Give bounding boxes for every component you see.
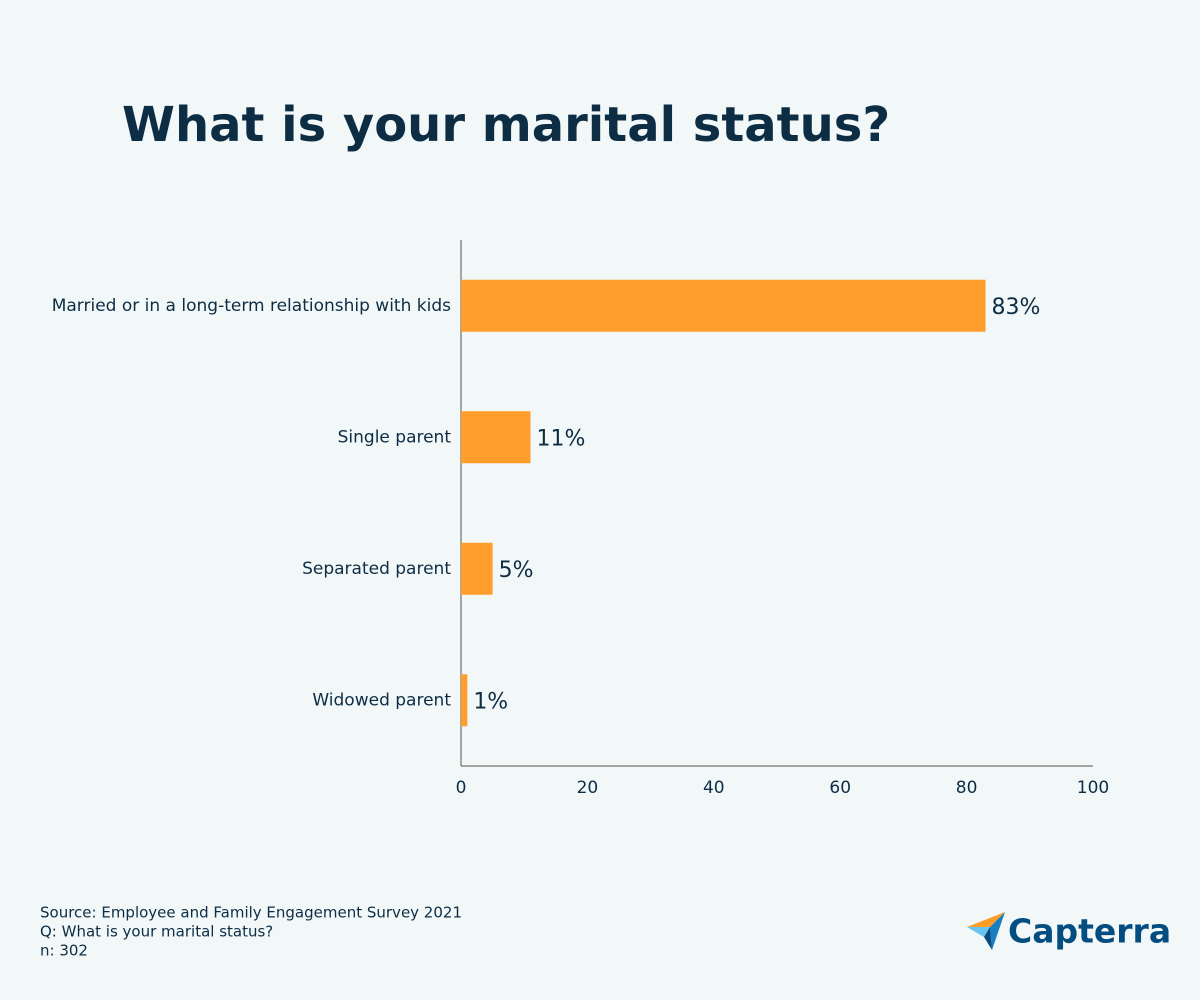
value-label: 1% [473, 689, 508, 714]
footnote: Source: Employee and Family Engagement S… [40, 904, 462, 922]
value-label: 83% [992, 295, 1041, 320]
x-tick-label: 0 [456, 778, 467, 798]
bar [461, 542, 493, 595]
y-tick-label: Separated parent [302, 559, 451, 579]
logo-icon [967, 912, 1005, 950]
y-tick-label: Widowed parent [312, 690, 451, 710]
bar [461, 411, 531, 464]
x-tick-label: 20 [577, 778, 599, 798]
y-tick-label: Single parent [338, 427, 452, 447]
bar [461, 674, 468, 727]
value-label: 5% [499, 558, 534, 583]
x-tick-label: 40 [703, 778, 725, 798]
bar [461, 279, 986, 332]
value-label: 11% [537, 426, 586, 451]
chart-title: What is your marital status? [122, 97, 890, 153]
x-tick-label: 80 [956, 778, 978, 798]
x-tick-label: 100 [1077, 778, 1109, 798]
footnote: Q: What is your marital status? [40, 923, 273, 941]
logo-text: Capterra [1008, 912, 1171, 951]
footnote: n: 302 [40, 942, 88, 960]
y-tick-label: Married or in a long-term relationship w… [52, 296, 451, 316]
x-tick-label: 60 [829, 778, 851, 798]
